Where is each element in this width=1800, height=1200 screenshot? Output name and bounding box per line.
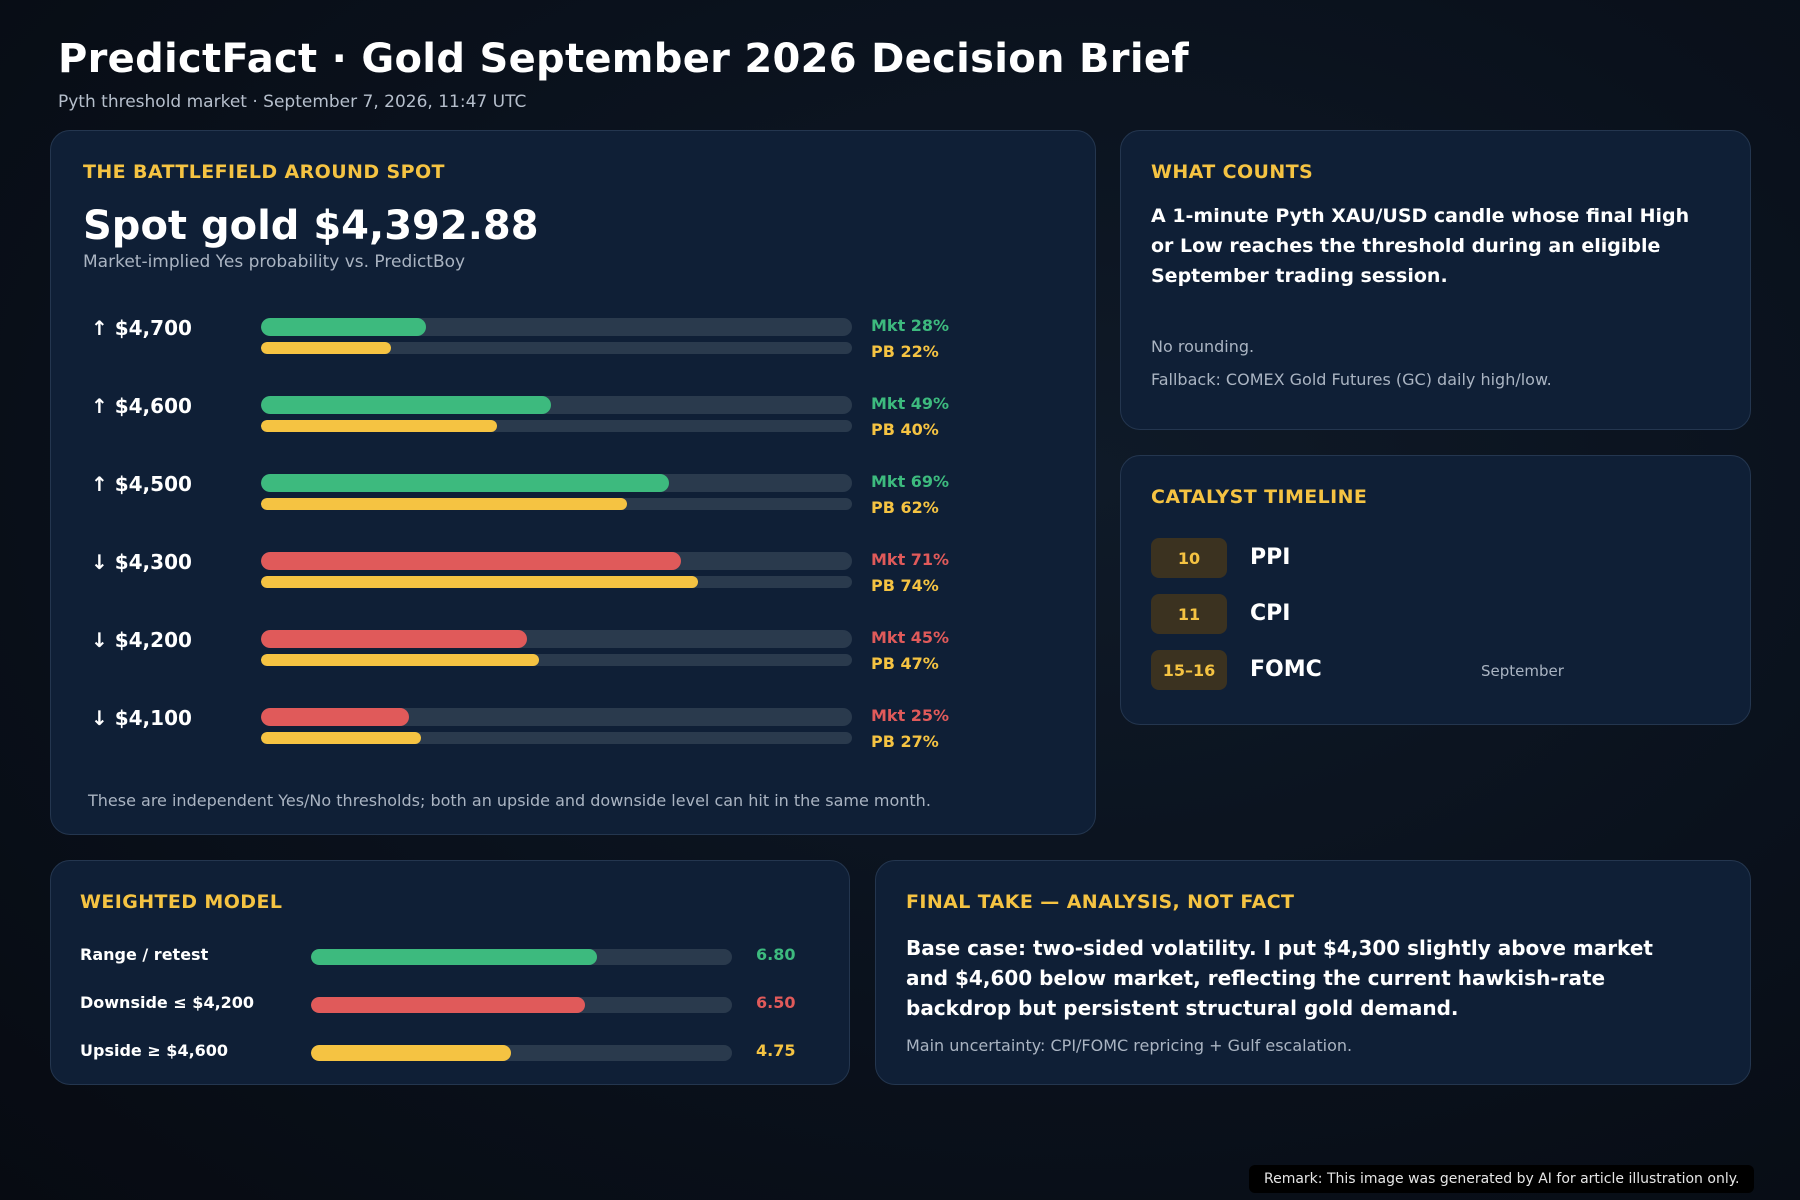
predictboy-probability-label: PB 27% [871, 732, 939, 751]
market-probability-label: Mkt 71% [871, 550, 950, 569]
predictboy-probability-label: PB 40% [871, 420, 939, 439]
threshold-label: ↓ $4,100 [91, 706, 192, 730]
market-probability-bar [261, 708, 852, 726]
page-header: PredictFact · Gold September 2026 Decisi… [58, 36, 1189, 112]
weighted-model-value: 6.50 [756, 993, 796, 1012]
weighted-model-row: Downside ≤ $4,200 6.50 [51, 991, 849, 1015]
catalyst-event-fomc: 15–16 FOMC September [1151, 650, 1711, 690]
weighted-model-label: Upside ≥ $4,600 [80, 1041, 229, 1060]
catalyst-event-name: PPI [1250, 545, 1291, 570]
threshold-row: ↓ $4,100 Mkt 25% PB 27% [51, 706, 1095, 756]
market-probability-fill [261, 552, 681, 570]
market-probability-label: Mkt 45% [871, 628, 950, 647]
market-probability-bar [261, 396, 852, 414]
page-subtitle: Pyth threshold market · September 7, 202… [58, 92, 527, 112]
final-take-body: Base case: two-sided volatility. I put $… [906, 936, 1653, 1020]
weighted-model-label: Downside ≤ $4,200 [80, 993, 255, 1012]
catalyst-heading: CATALYST TIMELINE [1151, 486, 1368, 508]
predictboy-probability-bar [261, 576, 852, 588]
battlefield-heading: THE BATTLEFIELD AROUND SPOT [83, 161, 445, 183]
page-title: PredictFact · Gold September 2026 Decisi… [58, 36, 1189, 82]
predictboy-probability-fill [261, 498, 628, 510]
catalyst-date-badge: 10 [1151, 538, 1227, 578]
threshold-row: ↓ $4,300 Mkt 71% PB 74% [51, 550, 1095, 600]
catalyst-date-badge: 11 [1151, 594, 1227, 634]
predictboy-probability-bar [261, 342, 852, 354]
what-counts-heading: WHAT COUNTS [1151, 161, 1314, 183]
threshold-label: ↑ $4,500 [91, 472, 192, 496]
battlefield-footnote: These are independent Yes/No thresholds;… [88, 791, 931, 810]
market-probability-bar [261, 318, 852, 336]
threshold-label: ↓ $4,200 [91, 628, 192, 652]
weighted-model-fill [311, 949, 598, 965]
market-probability-fill [261, 396, 551, 414]
threshold-row: ↑ $4,700 Mkt 28% PB 22% [51, 316, 1095, 366]
weighted-model-row: Upside ≥ $4,600 4.75 [51, 1039, 849, 1063]
catalyst-event-cpi: 11 CPI [1151, 594, 1711, 634]
threshold-row: ↑ $4,500 Mkt 69% PB 62% [51, 472, 1095, 522]
market-probability-label: Mkt 28% [871, 316, 950, 335]
market-probability-label: Mkt 49% [871, 394, 950, 413]
predictboy-probability-bar [261, 420, 852, 432]
weighted-model-fill [311, 1045, 511, 1061]
weighted-model-card: WEIGHTED MODEL Range / retest 6.80 Downsid… [50, 860, 850, 1085]
predictboy-probability-label: PB 62% [871, 498, 939, 517]
market-probability-label: Mkt 25% [871, 706, 950, 725]
what-counts-note-fallback: Fallback: COMEX Gold Futures (GC) daily … [1151, 370, 1552, 389]
market-probability-bar [261, 474, 852, 492]
weighted-model-row: Range / retest 6.80 [51, 943, 849, 967]
what-counts-body: A 1-minute Pyth XAU/USD candle whose fin… [1151, 205, 1690, 287]
final-take-card: FINAL TAKE — ANALYSIS, NOT FACT Base cas… [875, 860, 1751, 1085]
predictboy-probability-bar [261, 654, 852, 666]
catalyst-event-note: September [1481, 662, 1564, 680]
what-counts-card: WHAT COUNTS A 1-minute Pyth XAU/USD cand… [1120, 130, 1751, 430]
predictboy-probability-fill [261, 732, 421, 744]
market-probability-fill [261, 318, 427, 336]
predictboy-probability-bar [261, 498, 852, 510]
market-probability-fill [261, 474, 669, 492]
spot-price: Spot gold $4,392.88 [83, 203, 539, 249]
catalyst-event-name: FOMC [1250, 657, 1322, 682]
catalyst-date-badge: 15–16 [1151, 650, 1227, 690]
spot-caption: Market-implied Yes probability vs. Predi… [83, 252, 466, 272]
weighted-model-bar [311, 949, 732, 965]
predictboy-probability-label: PB 74% [871, 576, 939, 595]
market-probability-bar [261, 552, 852, 570]
catalyst-timeline-card: CATALYST TIMELINE 10 PPI 11 CPI 15–16 FO… [1120, 455, 1751, 725]
weighted-model-label: Range / retest [80, 945, 209, 964]
market-probability-fill [261, 708, 409, 726]
ai-remark-badge: Remark: This image was generated by AI f… [1249, 1165, 1755, 1193]
weighted-model-value: 6.80 [756, 945, 796, 964]
predictboy-probability-fill [261, 420, 498, 432]
final-take-heading: FINAL TAKE — ANALYSIS, NOT FACT [906, 891, 1295, 913]
weighted-model-bar [311, 1045, 732, 1061]
predictboy-probability-label: PB 22% [871, 342, 939, 361]
final-take-note: Main uncertainty: CPI/FOMC repricing + G… [906, 1036, 1353, 1055]
threshold-label: ↑ $4,600 [91, 394, 192, 418]
predictboy-probability-fill [261, 342, 392, 354]
predictboy-probability-fill [261, 654, 539, 666]
weighted-model-value: 4.75 [756, 1041, 796, 1060]
predictboy-probability-fill [261, 576, 699, 588]
catalyst-event-name: CPI [1250, 601, 1291, 626]
predictboy-probability-bar [261, 732, 852, 744]
threshold-label: ↓ $4,300 [91, 550, 192, 574]
market-probability-label: Mkt 69% [871, 472, 950, 491]
weighted-model-fill [311, 997, 585, 1013]
weighted-model-heading: WEIGHTED MODEL [80, 891, 283, 913]
weighted-model-bar [311, 997, 732, 1013]
battlefield-card: THE BATTLEFIELD AROUND SPOT Spot gold $4… [50, 130, 1096, 835]
threshold-row: ↑ $4,600 Mkt 49% PB 40% [51, 394, 1095, 444]
catalyst-event-ppi: 10 PPI [1151, 538, 1711, 578]
threshold-label: ↑ $4,700 [91, 316, 192, 340]
threshold-row: ↓ $4,200 Mkt 45% PB 47% [51, 628, 1095, 678]
market-probability-fill [261, 630, 527, 648]
predictboy-probability-label: PB 47% [871, 654, 939, 673]
market-probability-bar [261, 630, 852, 648]
what-counts-note-rounding: No rounding. [1151, 337, 1255, 356]
